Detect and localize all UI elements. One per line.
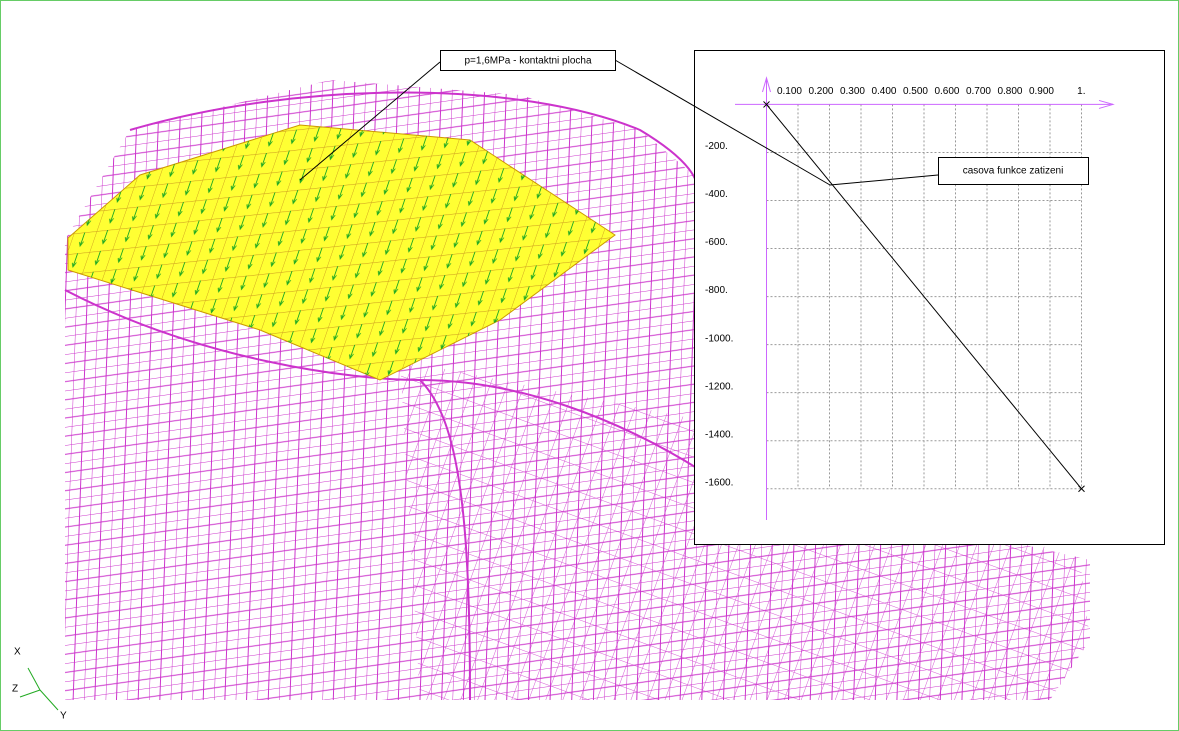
- y-tick-label: -800.: [705, 285, 728, 296]
- y-tick-label: -400.: [705, 189, 728, 200]
- annotation: p=1,6MPa - kontaktni plocha: [464, 56, 591, 67]
- x-tick-label: 0.300: [840, 86, 865, 97]
- x-tick-label: 0.900: [1029, 86, 1054, 97]
- x-tick-label: 0.700: [966, 86, 991, 97]
- screen: 0.100 0.200 0.300 0.400 0.500 0.600 0.700 0.800…: [0, 0, 1179, 731]
- annotation: casova funkce zatizeni: [963, 166, 1064, 177]
- x-tick-label: 0.800: [997, 86, 1022, 97]
- x-tick-label: 0.200: [808, 86, 833, 97]
- y-tick-label: -600.: [705, 237, 728, 248]
- y-tick-label: -1600.: [705, 477, 733, 488]
- triad-label: Y: [60, 711, 67, 722]
- inset-panel: [695, 51, 1165, 545]
- y-tick-label: -200.: [705, 141, 728, 152]
- triad-label: Z: [12, 684, 18, 695]
- y-tick-label: -1400.: [705, 429, 733, 440]
- triad-label: X: [14, 647, 21, 658]
- x-tick-label: 1.: [1077, 86, 1085, 97]
- x-tick-label: 0.400: [871, 86, 896, 97]
- y-tick-label: -1200.: [705, 381, 733, 392]
- y-tick-label: -1000.: [705, 333, 733, 344]
- x-tick-label: 0.100: [777, 86, 802, 97]
- x-tick-label: 0.500: [903, 86, 928, 97]
- x-tick-label: 0.600: [934, 86, 959, 97]
